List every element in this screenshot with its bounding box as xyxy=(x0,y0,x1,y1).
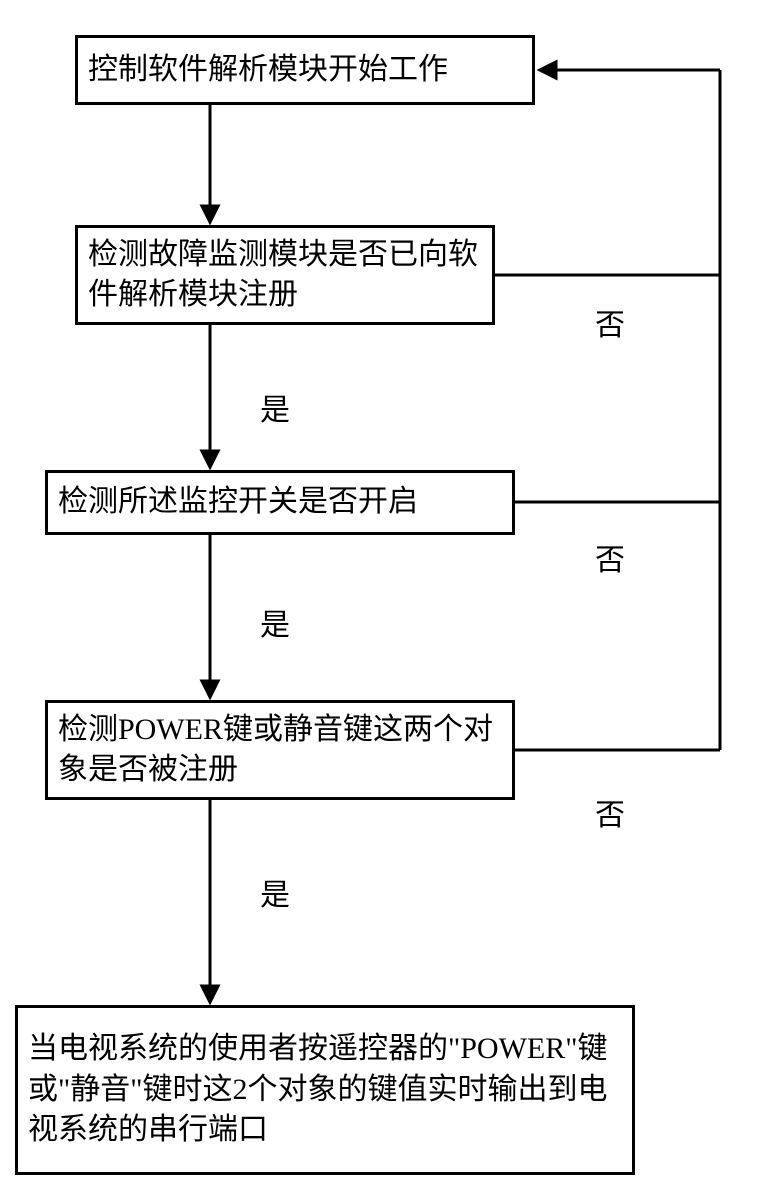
flow-node-start-text: 控制软件解析模块开始工作 xyxy=(88,50,448,91)
flow-node-check-switch: 检测所述监控开关是否开启 xyxy=(45,470,515,535)
flow-node-output: 当电视系统的使用者按遥控器的"POWER"键或"静音"键时这2个对象的键值实时输… xyxy=(15,1005,635,1175)
edge-label-yes-1: 是 xyxy=(260,385,290,429)
edge-label-yes-3: 是 xyxy=(260,870,290,914)
flow-node-check-register-text: 检测故障监测模块是否已向软件解析模块注册 xyxy=(88,235,482,316)
edge-label-no-2: 否 xyxy=(595,535,625,579)
flow-node-check-register: 检测故障监测模块是否已向软件解析模块注册 xyxy=(75,225,495,325)
flow-node-check-switch-text: 检测所述监控开关是否开启 xyxy=(58,482,418,523)
edge-label-no-1: 否 xyxy=(595,300,625,344)
flow-node-output-text: 当电视系统的使用者按遥控器的"POWER"键或"静音"键时这2个对象的键值实时输… xyxy=(28,1029,622,1151)
edge-label-no-3: 否 xyxy=(595,790,625,834)
flow-node-check-keys: 检测POWER键或静音键这两个对象是否被注册 xyxy=(45,700,515,800)
edge-label-yes-2: 是 xyxy=(260,600,290,644)
flow-node-check-keys-text: 检测POWER键或静音键这两个对象是否被注册 xyxy=(58,710,502,791)
flow-node-start: 控制软件解析模块开始工作 xyxy=(75,35,535,105)
